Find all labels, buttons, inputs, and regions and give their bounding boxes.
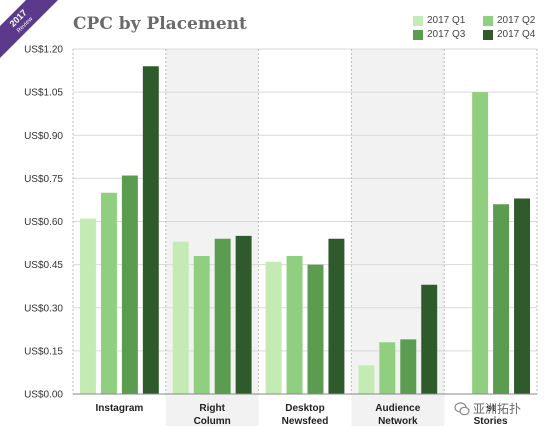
- x-category-label: st: [486, 403, 496, 414]
- bar-desktop-newsfeed-q1: [265, 261, 282, 394]
- chart-title: CPC by Placement: [73, 14, 247, 34]
- x-category-label: Stories: [474, 416, 508, 427]
- legend-swatch: [413, 29, 423, 40]
- bar-desktop-newsfeed-q4: [328, 238, 345, 394]
- legend-label: 2017 Q3: [427, 29, 466, 40]
- legend-item: 2017 Q1: [413, 15, 465, 26]
- legend-item: 2017 Q2: [483, 15, 535, 26]
- x-category-label: Desktop: [285, 403, 324, 414]
- bar-desktop-newsfeed-q2: [286, 256, 303, 394]
- bar-instant-stories-q3: [493, 204, 510, 394]
- bar-instagram-q4: [142, 66, 159, 394]
- bar-desktop-newsfeed-q3: [307, 264, 324, 394]
- legend-label: 2017 Q4: [497, 29, 536, 40]
- legend-label: 2017 Q1: [427, 15, 466, 26]
- x-category-label: Right: [199, 403, 225, 414]
- legend-swatch: [413, 15, 423, 26]
- bar-instagram-q3: [121, 175, 138, 394]
- legend-item: 2017 Q4: [483, 29, 535, 40]
- bar-instant-stories-q2: [472, 92, 489, 394]
- bar-audience-network-q3: [400, 339, 417, 394]
- legend-label: 2017 Q2: [497, 15, 536, 26]
- y-tick-label: US$1.20: [24, 45, 63, 56]
- wechat-icon: [454, 401, 470, 415]
- y-tick-label: US$0.60: [24, 217, 63, 228]
- y-tick-label: US$1.05: [24, 88, 63, 99]
- x-category-label: Network: [378, 416, 418, 427]
- y-tick-label: US$0.75: [24, 174, 63, 185]
- x-category-label: Column: [194, 416, 231, 427]
- x-category-label: Instagram: [96, 403, 144, 414]
- bar-instagram-q1: [80, 218, 96, 394]
- watermark-text: 亚洲拓扑: [473, 402, 522, 416]
- year-review-badge: 2017 Review: [0, 0, 60, 60]
- x-category-label: Newsfeed: [282, 416, 329, 427]
- y-tick-label: US$0.30: [24, 303, 63, 314]
- legend-swatch: [483, 15, 493, 26]
- y-tick-label: US$0.00: [24, 390, 63, 401]
- bar-audience-network-q2: [379, 342, 396, 394]
- y-tick-label: US$0.45: [24, 260, 63, 271]
- watermark: 亚洲拓扑: [454, 400, 521, 417]
- bar-instagram-q2: [100, 192, 117, 394]
- bar-audience-network-q1: [358, 365, 375, 394]
- y-tick-label: US$0.90: [24, 131, 63, 142]
- bar-right-column-q3: [214, 238, 231, 394]
- legend-item: 2017 Q3: [413, 29, 465, 40]
- legend-swatch: [483, 29, 493, 40]
- bar-instant-stories-q4: [514, 198, 530, 394]
- x-category-label: Audience: [375, 403, 420, 414]
- badge-ribbon: [0, 0, 58, 58]
- bar-right-column-q1: [172, 241, 189, 394]
- bar-right-column-q2: [193, 256, 210, 394]
- bar-audience-network-q4: [421, 284, 438, 394]
- bar-right-column-q4: [235, 235, 252, 394]
- y-tick-label: US$0.15: [24, 346, 63, 357]
